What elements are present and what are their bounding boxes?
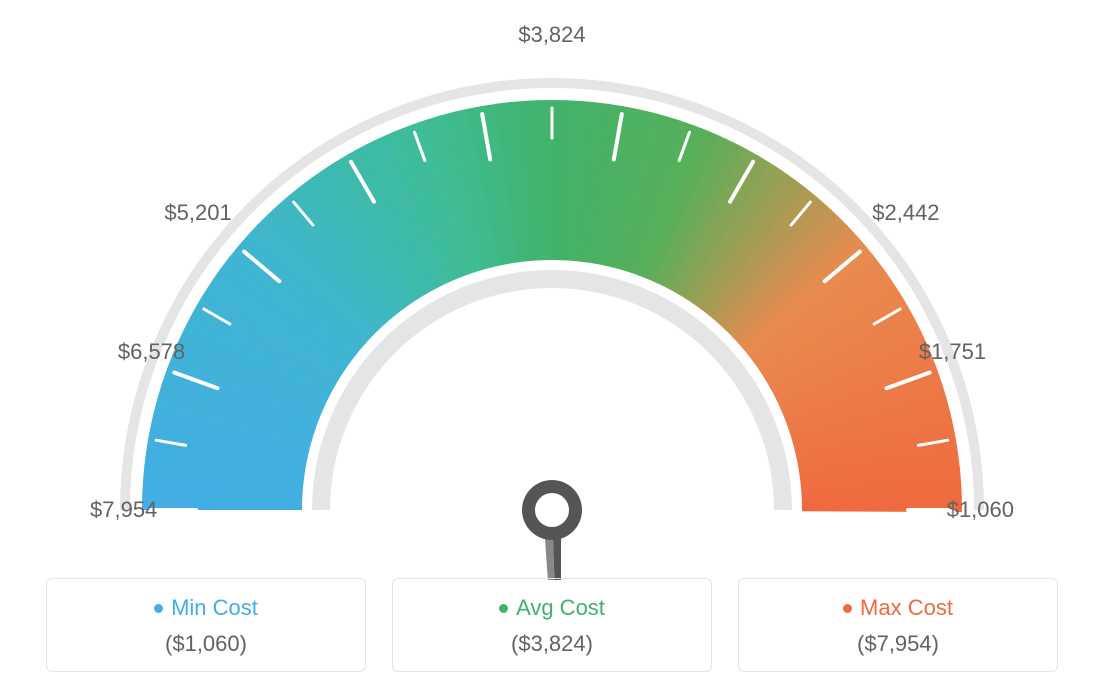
dot-icon bbox=[843, 604, 852, 613]
gauge-scale-label: $7,954 bbox=[90, 497, 157, 523]
gauge-svg bbox=[52, 40, 1052, 580]
legend-title-text: Avg Cost bbox=[516, 595, 605, 621]
legend-title-text: Max Cost bbox=[860, 595, 953, 621]
dot-icon bbox=[154, 604, 163, 613]
legend-title-text: Min Cost bbox=[171, 595, 258, 621]
gauge-scale-label: $3,824 bbox=[518, 22, 585, 48]
legend-row: Min Cost ($1,060) Avg Cost ($3,824) Max … bbox=[0, 578, 1104, 672]
legend-card-max: Max Cost ($7,954) bbox=[738, 578, 1058, 672]
legend-value-min: ($1,060) bbox=[47, 631, 365, 657]
legend-title-avg: Avg Cost bbox=[499, 595, 605, 621]
gauge-scale-label: $1,060 bbox=[947, 497, 1014, 523]
gauge-chart: $1,060 $1,751 $2,442 $3,824 $5,201 $6,578 $7,9… bbox=[0, 0, 1104, 560]
legend-card-avg: Avg Cost ($3,824) bbox=[392, 578, 712, 672]
gauge-scale-label: $2,442 bbox=[872, 200, 939, 226]
legend-title-max: Max Cost bbox=[843, 595, 953, 621]
legend-card-min: Min Cost ($1,060) bbox=[46, 578, 366, 672]
dot-icon bbox=[499, 604, 508, 613]
legend-title-min: Min Cost bbox=[154, 595, 258, 621]
legend-value-avg: ($3,824) bbox=[393, 631, 711, 657]
gauge-scale-label: $6,578 bbox=[118, 339, 185, 365]
gauge-scale-label: $5,201 bbox=[164, 200, 231, 226]
legend-value-max: ($7,954) bbox=[739, 631, 1057, 657]
gauge-scale-label: $1,751 bbox=[919, 339, 986, 365]
